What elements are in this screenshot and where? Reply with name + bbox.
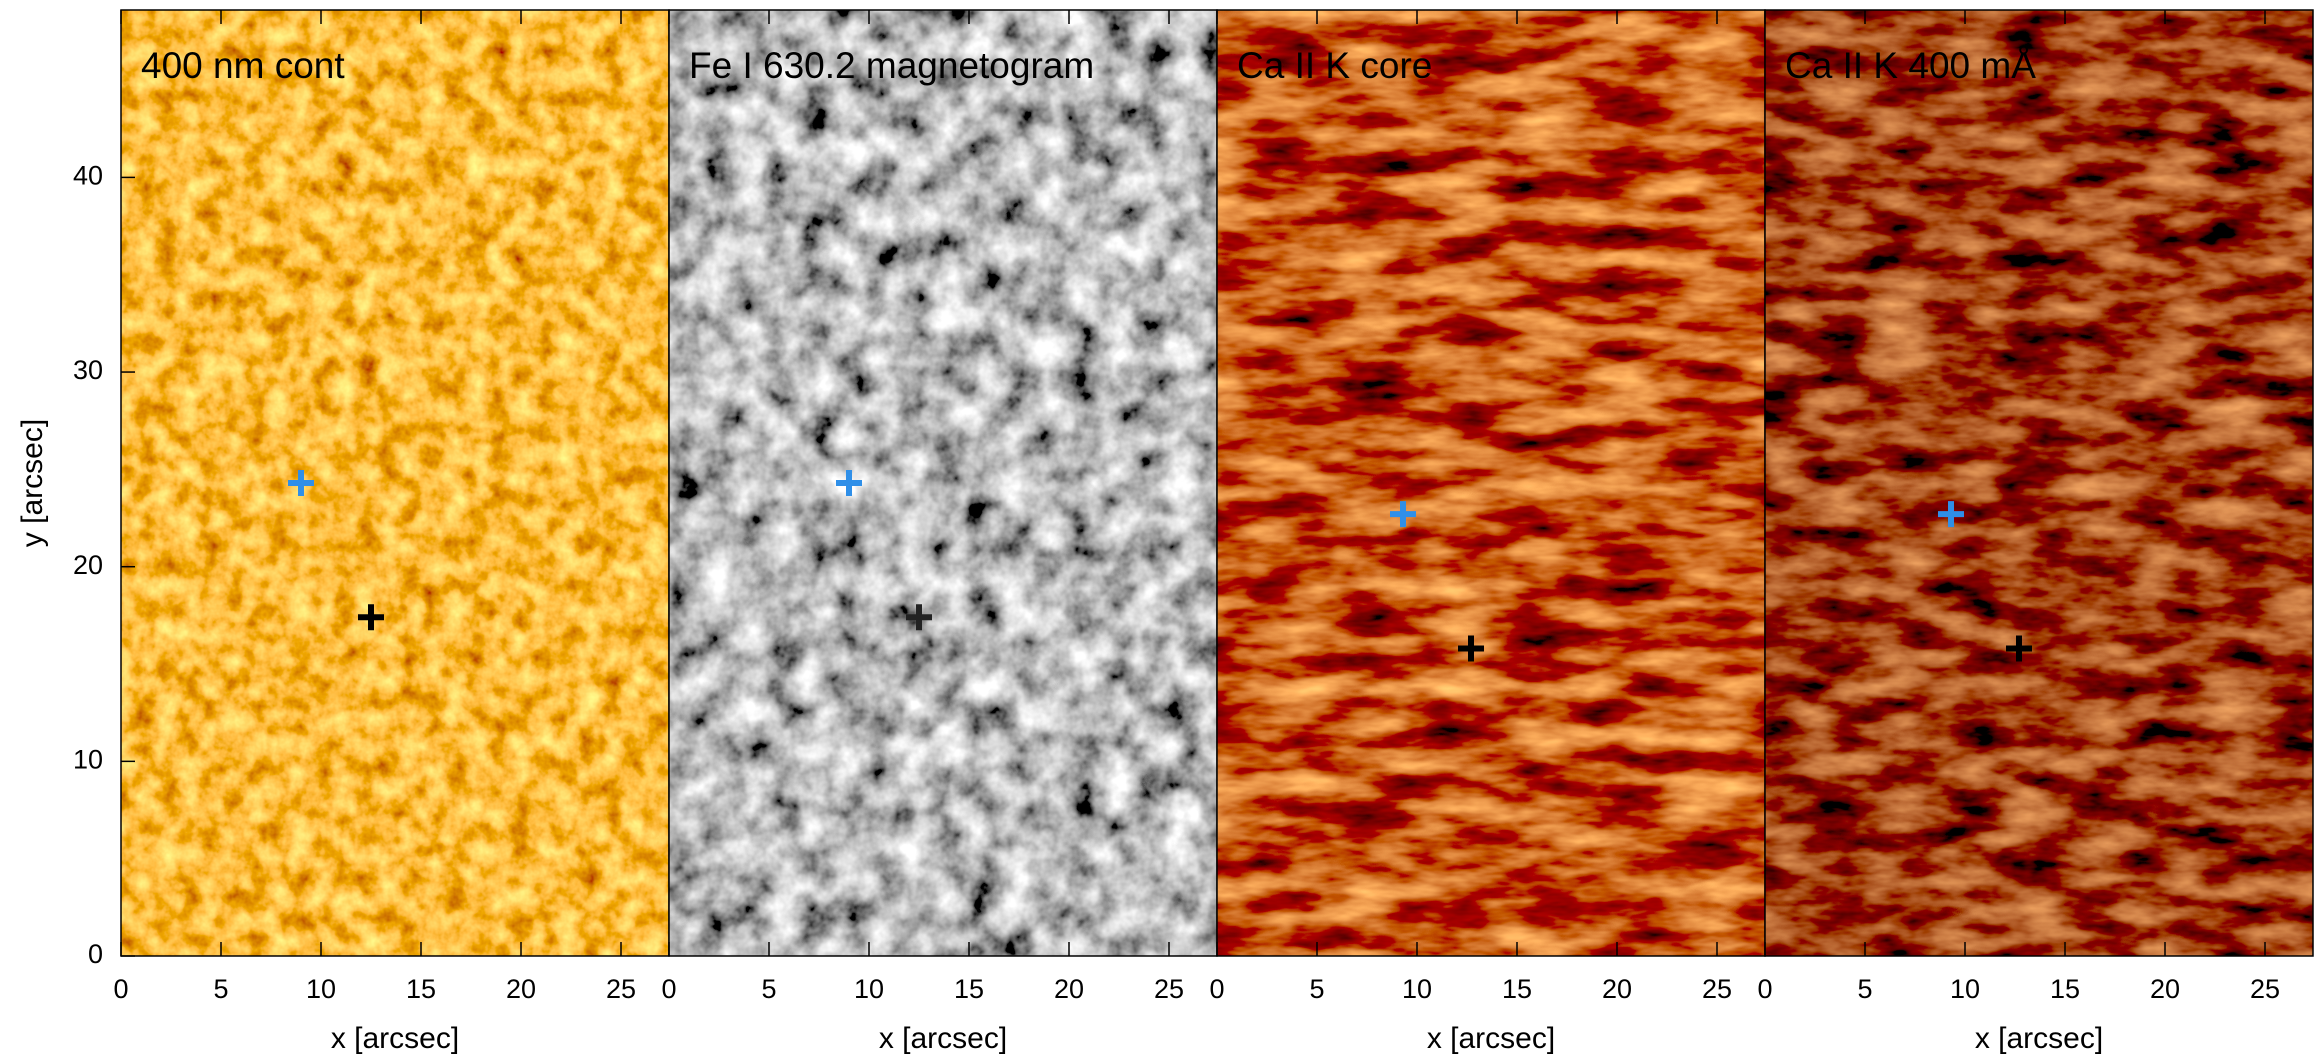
image-panel [1217, 10, 1765, 956]
x-tick-label: 20 [1602, 974, 1632, 1004]
image-panel [1765, 10, 2313, 956]
y-tick-label: 20 [73, 550, 103, 580]
y-tick-label: 10 [73, 744, 103, 774]
x-tick-label: 20 [2150, 974, 2180, 1004]
panel-title: Ca II K 400 mÅ [1785, 45, 2036, 86]
x-tick-label: 5 [1857, 974, 1872, 1004]
y-tick-label: 0 [88, 939, 103, 969]
x-tick-label: 15 [1502, 974, 1532, 1004]
panel-title: Ca II K core [1237, 45, 1432, 86]
image-panel [669, 10, 1217, 956]
x-tick-label: 10 [1950, 974, 1980, 1004]
y-tick-label: 40 [73, 161, 103, 191]
x-tick-label: 15 [954, 974, 984, 1004]
y-axis-label: y [arcsec] [16, 419, 49, 547]
x-tick-label: 25 [606, 974, 636, 1004]
x-tick-label: 10 [854, 974, 884, 1004]
x-tick-label: 25 [1154, 974, 1184, 1004]
x-tick-label: 25 [2250, 974, 2280, 1004]
x-tick-label: 0 [661, 974, 676, 1004]
panel-title: 400 nm cont [141, 45, 345, 86]
x-tick-label: 10 [306, 974, 336, 1004]
x-axis-label: x [arcsec] [1975, 1022, 2103, 1055]
x-tick-label: 20 [1054, 974, 1084, 1004]
y-tick-label: 30 [73, 355, 103, 385]
x-tick-label: 0 [1757, 974, 1772, 1004]
x-tick-label: 15 [2050, 974, 2080, 1004]
panel-title: Fe I 630.2 magnetogram [689, 45, 1094, 86]
x-tick-label: 10 [1402, 974, 1432, 1004]
x-axis-label: x [arcsec] [331, 1022, 459, 1055]
x-tick-label: 0 [113, 974, 128, 1004]
x-axis-label: x [arcsec] [1427, 1022, 1555, 1055]
x-tick-label: 25 [1702, 974, 1732, 1004]
image-panel [121, 10, 669, 956]
x-tick-label: 5 [761, 974, 776, 1004]
x-axis-label: x [arcsec] [879, 1022, 1007, 1055]
x-tick-label: 0 [1209, 974, 1224, 1004]
x-tick-label: 5 [213, 974, 228, 1004]
x-tick-label: 5 [1309, 974, 1324, 1004]
figure: 400 nm cont 0 5 10 15 20 25 x [arcsec] 0 10 20 30 40… [0, 0, 2314, 1060]
x-tick-label: 15 [406, 974, 436, 1004]
x-tick-label: 20 [506, 974, 536, 1004]
